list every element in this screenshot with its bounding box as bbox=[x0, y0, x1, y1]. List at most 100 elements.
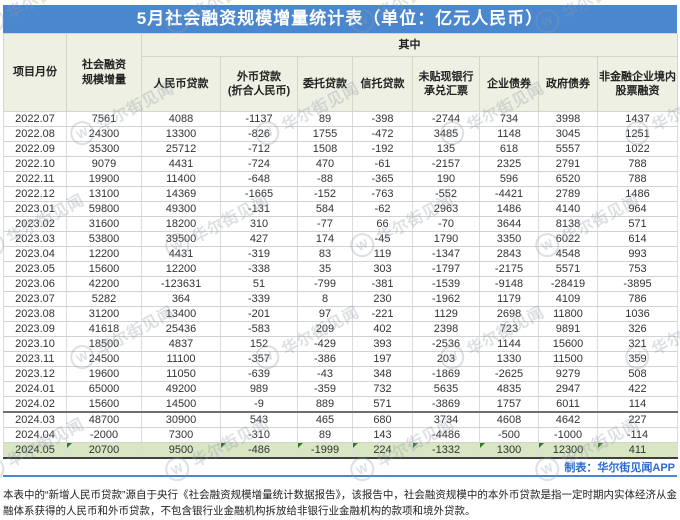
value-cell: -1347 bbox=[412, 246, 480, 262]
month-cell: 2023.06 bbox=[3, 276, 67, 292]
value-cell: 1129 bbox=[412, 306, 480, 322]
value-cell: 31200 bbox=[66, 306, 142, 322]
month-cell: 2023.10 bbox=[3, 336, 67, 352]
value-cell: -28419 bbox=[538, 276, 598, 292]
value-cell: 786 bbox=[597, 291, 678, 307]
value-cell: 1144 bbox=[479, 336, 539, 352]
value-cell: -114 bbox=[597, 427, 678, 443]
value-cell: 24500 bbox=[66, 351, 142, 367]
value-cell: 3350 bbox=[479, 231, 539, 247]
value-cell: -152 bbox=[297, 186, 353, 202]
value-cell: 209 bbox=[297, 321, 353, 337]
sub-column-header: 信托贷款 bbox=[352, 56, 413, 112]
value-cell: 364 bbox=[141, 291, 221, 307]
value-cell: 1486 bbox=[597, 186, 678, 202]
value-cell: 989 bbox=[220, 381, 298, 397]
value-cell: 4837 bbox=[141, 336, 221, 352]
value-cell: -712 bbox=[220, 141, 298, 157]
table-row: 2023.06 42200 -123631 51 -799 -381 -1539 -9148-… bbox=[3, 276, 678, 292]
value-cell: 143 bbox=[352, 427, 413, 443]
value-cell: 393 bbox=[352, 336, 413, 352]
sub-column-header: 外币贷款 (折合人民币) bbox=[220, 56, 298, 112]
value-cell: -62 bbox=[352, 201, 413, 217]
value-cell: -192 bbox=[352, 141, 413, 157]
value-cell: 66 bbox=[352, 216, 413, 232]
value-cell: 1022 bbox=[597, 141, 678, 157]
value-cell: -1869 bbox=[412, 366, 480, 382]
table-row: 2023.11 24500 11100 -357 -386 197 203 1330 11500… bbox=[3, 351, 678, 367]
value-cell: -339 bbox=[220, 291, 298, 307]
value-cell: 15600 bbox=[66, 261, 142, 277]
value-cell: -2000 bbox=[66, 427, 142, 443]
value-cell: 25436 bbox=[141, 321, 221, 337]
value-cell: 49200 bbox=[141, 381, 221, 397]
value-cell: 119 bbox=[352, 246, 413, 262]
month-cell: 2023.04 bbox=[3, 246, 67, 262]
value-cell: 51 bbox=[220, 276, 298, 292]
table-row: 2022.12 13100 14369 -1665 -152 -763 -552 -4421 2… bbox=[3, 186, 678, 202]
value-cell: 788 bbox=[597, 156, 678, 172]
credit-row: 制表：华尔街见闻APP bbox=[3, 459, 677, 477]
value-cell: 723 bbox=[479, 321, 539, 337]
month-cell: 2023.07 bbox=[3, 291, 67, 307]
value-cell: -45 bbox=[352, 231, 413, 247]
value-cell: -1665 bbox=[220, 186, 298, 202]
value-cell: 889 bbox=[297, 396, 353, 413]
value-cell: 1148 bbox=[479, 126, 539, 142]
value-cell: 24300 bbox=[66, 126, 142, 142]
value-cell: -9 bbox=[220, 396, 298, 413]
value-cell: 2789 bbox=[538, 186, 598, 202]
table-row: 2024.03 48700 30900 543 465 680 3734 4608 4642 22… bbox=[3, 412, 678, 428]
value-cell: 5571 bbox=[538, 261, 598, 277]
value-cell: 4140 bbox=[538, 201, 598, 217]
table-row: 2024.02 15600 14500 -9 889 571 -3869 1757 6011 11… bbox=[3, 396, 678, 413]
month-cell: 2023.01 bbox=[3, 201, 67, 217]
value-cell: -552 bbox=[412, 186, 480, 202]
value-cell: 11500 bbox=[538, 351, 598, 367]
value-cell: -1137 bbox=[220, 111, 298, 127]
sub-column-header: 政府债券 bbox=[538, 56, 598, 112]
sub-header-row: 人民币贷款 外币贷款 (折合人民币) 委托贷款 信托贷款 未贴现银行 承兑汇票 企业债券政… bbox=[4, 56, 678, 112]
value-cell: 993 bbox=[597, 246, 678, 262]
value-cell: -131 bbox=[220, 201, 298, 217]
value-cell: -61 bbox=[352, 156, 413, 172]
month-cell: 2024.01 bbox=[3, 381, 67, 397]
value-cell: 2791 bbox=[538, 156, 598, 172]
value-cell: 30900 bbox=[141, 412, 221, 428]
statistics-sheet: 5月社会融资规模增量统计表（单位：亿元人民币） 项目月份 社会融资 规模增量 其… bbox=[3, 5, 678, 520]
value-cell: -583 bbox=[220, 321, 298, 337]
table-row: 2023.05 15600 12200 -338 35 303 -1797 -2175 5571… bbox=[3, 261, 678, 277]
value-cell: -319 bbox=[220, 246, 298, 262]
value-cell: -123631 bbox=[141, 276, 221, 292]
value-cell: 2843 bbox=[479, 246, 539, 262]
value-cell: 1486 bbox=[479, 201, 539, 217]
value-cell: 39500 bbox=[141, 231, 221, 247]
value-cell: 5282 bbox=[66, 291, 142, 307]
col-header-total: 社会融资 规模增量 bbox=[66, 33, 142, 112]
value-cell: -1962 bbox=[412, 291, 480, 307]
value-cell: 35 bbox=[297, 261, 353, 277]
month-cell: 2022.07 bbox=[3, 111, 67, 127]
value-cell: 402 bbox=[352, 321, 413, 337]
value-cell: 4642 bbox=[538, 412, 598, 428]
value-cell: -88 bbox=[297, 171, 353, 187]
value-cell: 42200 bbox=[66, 276, 142, 292]
value-cell: 49300 bbox=[141, 201, 221, 217]
value-cell: 4088 bbox=[141, 111, 221, 127]
table-row: 2022.10 9079 4431 -724 470 -61 -2157 2325 2791 78… bbox=[3, 156, 678, 172]
value-cell: 4548 bbox=[538, 246, 598, 262]
value-cell: 8138 bbox=[538, 216, 598, 232]
month-cell: 2024.04 bbox=[3, 427, 67, 443]
value-cell: 1790 bbox=[412, 231, 480, 247]
value-cell: 2947 bbox=[538, 381, 598, 397]
value-cell: 4608 bbox=[479, 412, 539, 428]
value-cell: -763 bbox=[352, 186, 413, 202]
value-cell: -648 bbox=[220, 171, 298, 187]
value-cell: -1332 bbox=[412, 442, 480, 459]
value-cell: 174 bbox=[297, 231, 353, 247]
value-cell: -9148 bbox=[479, 276, 539, 292]
value-cell: 9079 bbox=[66, 156, 142, 172]
value-cell: 7300 bbox=[141, 427, 221, 443]
value-cell: -201 bbox=[220, 306, 298, 322]
value-cell: -357 bbox=[220, 351, 298, 367]
